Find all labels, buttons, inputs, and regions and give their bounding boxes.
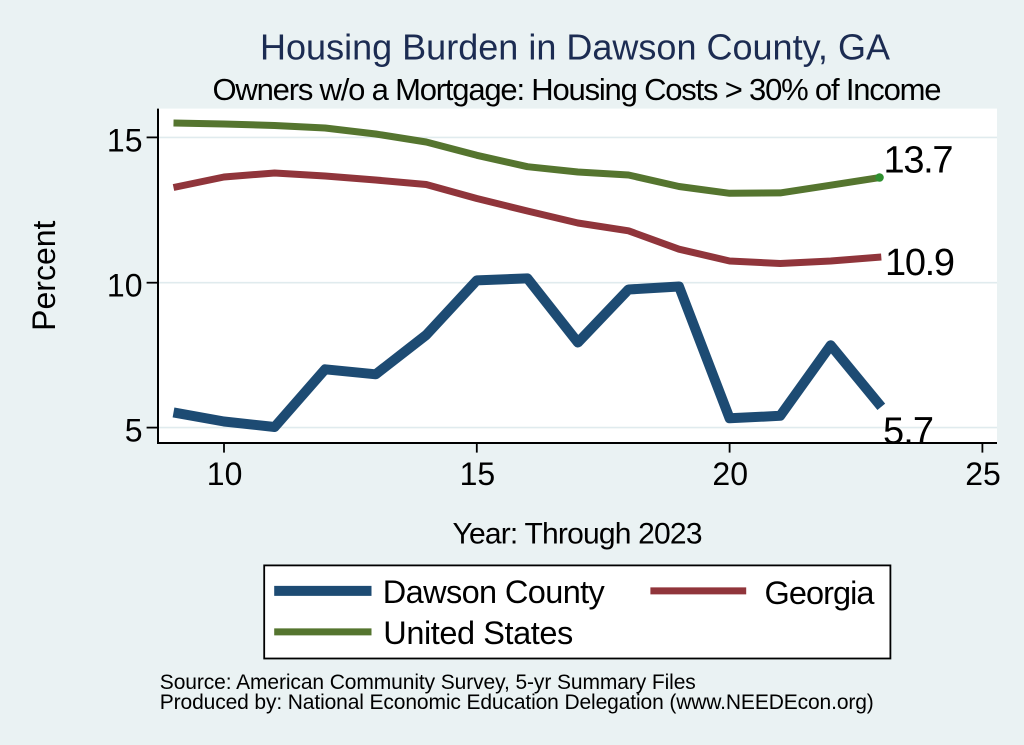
svg-text:Year: Through 2023: Year: Through 2023 — [453, 517, 703, 550]
svg-text:Dawson County: Dawson County — [383, 574, 606, 610]
svg-text:15: 15 — [460, 456, 496, 492]
svg-text:5: 5 — [125, 413, 143, 449]
svg-text:Produced by: National Economic: Produced by: National Economic Education… — [160, 691, 874, 714]
svg-text:20: 20 — [712, 456, 748, 492]
svg-text:United States: United States — [383, 615, 573, 651]
svg-text:10: 10 — [107, 268, 143, 304]
svg-text:Source: American Community Sur: Source: American Community Survey, 5-yr … — [160, 671, 696, 694]
svg-text:15: 15 — [107, 122, 143, 158]
svg-text:10: 10 — [207, 456, 243, 492]
svg-text:25: 25 — [965, 456, 1001, 492]
svg-text:Owners w/o a Mortgage: Housing: Owners w/o a Mortgage: Housing Costs > 3… — [213, 72, 942, 107]
svg-text:Housing Burden in Dawson Count: Housing Burden in Dawson County, GA — [260, 27, 890, 68]
svg-text:10.9: 10.9 — [885, 242, 955, 284]
svg-text:Georgia: Georgia — [765, 575, 876, 611]
svg-text:Percent: Percent — [26, 220, 62, 330]
svg-text:5.7: 5.7 — [883, 410, 934, 452]
svg-text:13.7: 13.7 — [884, 140, 954, 182]
